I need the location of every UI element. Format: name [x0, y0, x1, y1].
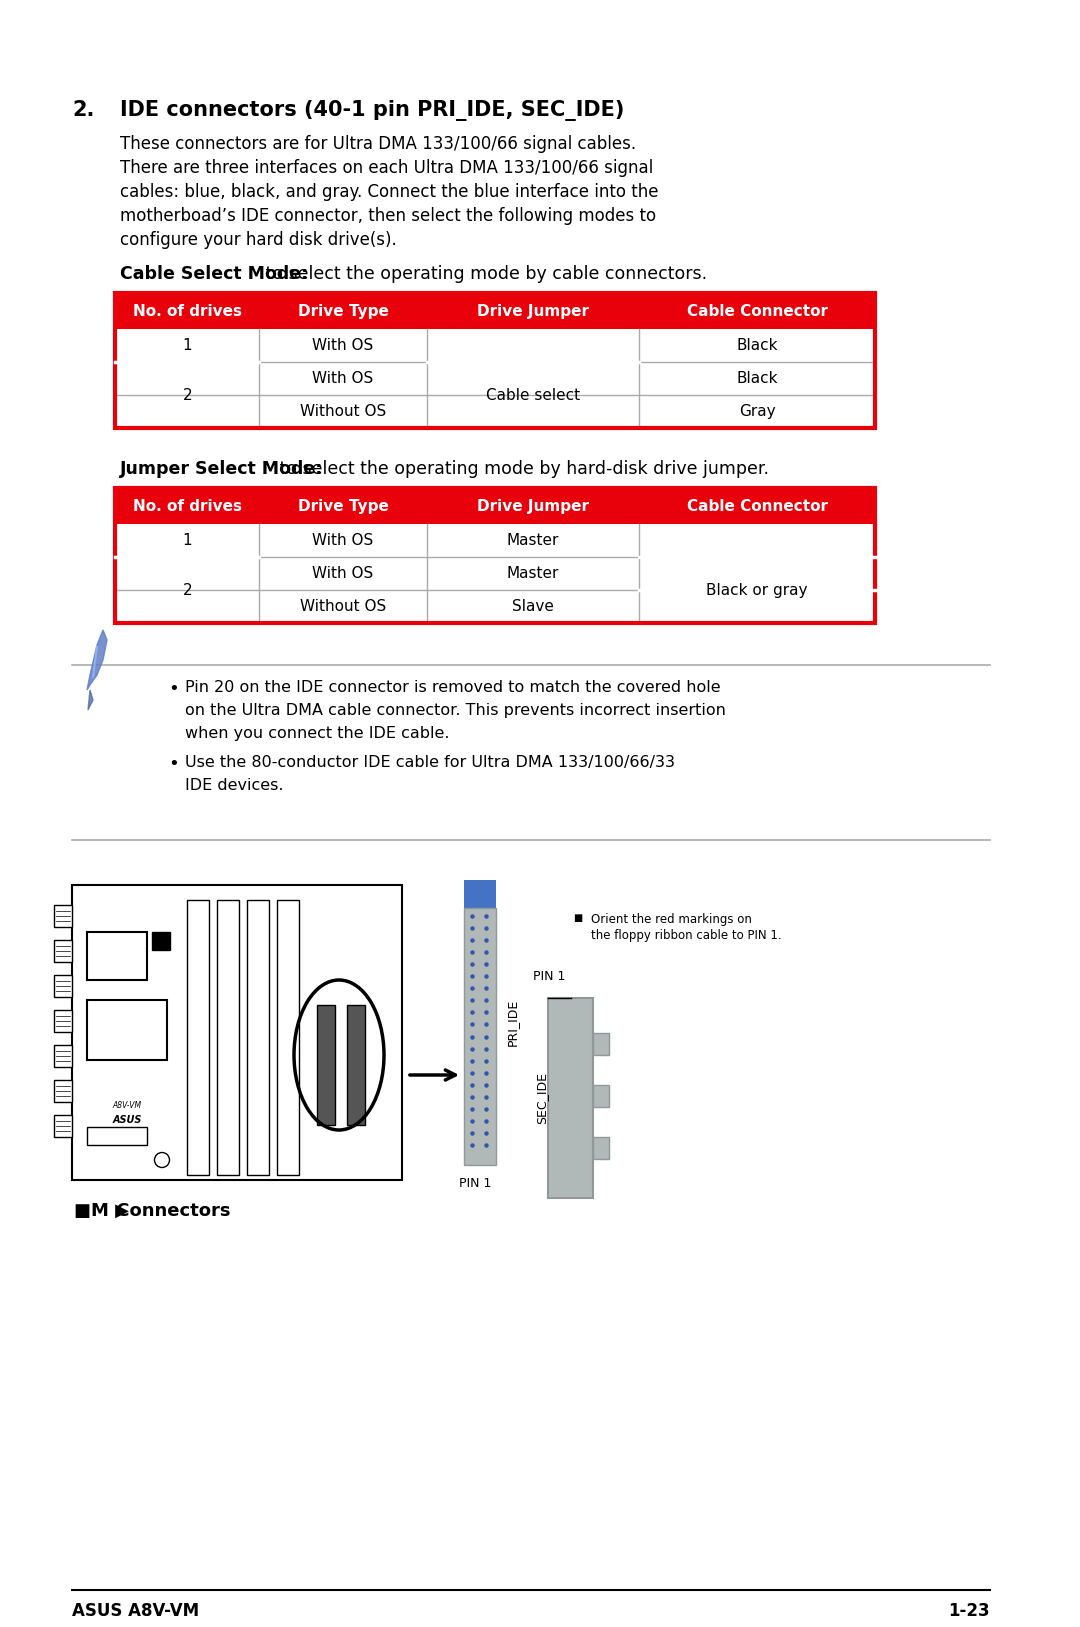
- Bar: [114, 524, 875, 556]
- Text: Connectors: Connectors: [110, 1202, 230, 1220]
- Text: 2.: 2.: [72, 99, 94, 120]
- Bar: [54, 905, 72, 927]
- Bar: [593, 1137, 609, 1158]
- Bar: [593, 1033, 609, 1054]
- Text: Pin 20 on the IDE connector is removed to match the covered hole: Pin 20 on the IDE connector is removed t…: [185, 680, 720, 695]
- Text: the floppy ribbon cable to PIN 1.: the floppy ribbon cable to PIN 1.: [591, 929, 782, 942]
- Text: No. of drives: No. of drives: [133, 304, 242, 319]
- Text: Jumper Select Mode:: Jumper Select Mode:: [120, 460, 323, 478]
- Bar: [114, 329, 875, 361]
- Text: ASUS: ASUS: [112, 1114, 141, 1124]
- Text: Master: Master: [507, 534, 559, 548]
- Text: Cable select: Cable select: [486, 387, 580, 402]
- Text: A8V-VM: A8V-VM: [112, 1100, 141, 1110]
- Text: Black: Black: [737, 338, 778, 353]
- Bar: [114, 488, 875, 524]
- Text: Gray: Gray: [739, 403, 775, 420]
- Ellipse shape: [154, 1152, 170, 1168]
- Text: SEC_IDE: SEC_IDE: [535, 1072, 548, 1124]
- Text: Slave: Slave: [512, 599, 554, 613]
- Bar: [114, 293, 875, 428]
- Text: to select the operating mode by cable connectors.: to select the operating mode by cable co…: [260, 265, 707, 283]
- Polygon shape: [87, 630, 107, 690]
- Text: IDE devices.: IDE devices.: [185, 778, 283, 792]
- Text: Black: Black: [737, 371, 778, 386]
- Bar: [114, 591, 875, 623]
- Text: 1: 1: [183, 338, 192, 353]
- Bar: [464, 908, 496, 1165]
- Text: to select the operating mode by hard-disk drive jumper.: to select the operating mode by hard-dis…: [274, 460, 769, 478]
- Bar: [548, 997, 593, 1197]
- Text: With OS: With OS: [312, 534, 374, 548]
- Text: There are three interfaces on each Ultra DMA 133/100/66 signal: There are three interfaces on each Ultra…: [120, 159, 653, 177]
- Bar: [54, 1080, 72, 1101]
- Text: ASUS A8V-VM: ASUS A8V-VM: [72, 1603, 199, 1620]
- Bar: [54, 1010, 72, 1032]
- Bar: [276, 900, 299, 1175]
- Polygon shape: [87, 690, 93, 709]
- Text: cables: blue, black, and gray. Connect the blue interface into the: cables: blue, black, and gray. Connect t…: [120, 182, 659, 202]
- Text: on the Ultra DMA cable connector. This prevents incorrect insertion: on the Ultra DMA cable connector. This p…: [185, 703, 726, 718]
- Text: No. of drives: No. of drives: [133, 498, 242, 514]
- Text: Master: Master: [507, 566, 559, 581]
- Text: Cable Select Mode: to select the operating mode by cable connectors.: Cable Select Mode: to select the operati…: [120, 265, 735, 283]
- Bar: [114, 293, 875, 329]
- Bar: [152, 932, 170, 950]
- Bar: [114, 488, 875, 623]
- Text: With OS: With OS: [312, 338, 374, 353]
- Bar: [54, 1114, 72, 1137]
- Text: Drive Type: Drive Type: [298, 304, 389, 319]
- Bar: [217, 900, 239, 1175]
- Text: ■M ▶: ■M ▶: [75, 1202, 129, 1220]
- Bar: [187, 900, 210, 1175]
- Text: PIN 1: PIN 1: [534, 970, 565, 983]
- Text: when you connect the IDE cable.: when you connect the IDE cable.: [185, 726, 449, 740]
- Bar: [347, 1005, 365, 1124]
- Text: 1-23: 1-23: [948, 1603, 990, 1620]
- Text: Without OS: Without OS: [300, 403, 387, 420]
- Text: These connectors are for Ultra DMA 133/100/66 signal cables.: These connectors are for Ultra DMA 133/1…: [120, 135, 636, 153]
- Bar: [54, 1045, 72, 1067]
- Text: Without OS: Without OS: [300, 599, 387, 613]
- Text: •: •: [168, 755, 179, 773]
- Text: Drive Jumper: Drive Jumper: [477, 498, 589, 514]
- Text: Drive Type: Drive Type: [298, 498, 389, 514]
- Text: Cable Select Mode:: Cable Select Mode:: [120, 265, 308, 283]
- Bar: [87, 1001, 167, 1061]
- Text: configure your hard disk drive(s).: configure your hard disk drive(s).: [120, 231, 396, 249]
- Text: IDE connectors (40-1 pin PRI_IDE, SEC_IDE): IDE connectors (40-1 pin PRI_IDE, SEC_ID…: [120, 99, 624, 120]
- Text: motherboad’s IDE connector, then select the following modes to: motherboad’s IDE connector, then select …: [120, 207, 657, 225]
- Bar: [87, 1128, 147, 1145]
- Text: 1: 1: [183, 534, 192, 548]
- Bar: [54, 975, 72, 997]
- Bar: [114, 395, 875, 428]
- Text: 2: 2: [183, 387, 192, 402]
- Bar: [318, 1005, 335, 1124]
- Bar: [87, 932, 147, 979]
- Text: PIN 1: PIN 1: [459, 1176, 491, 1189]
- Text: With OS: With OS: [312, 566, 374, 581]
- Text: Drive Jumper: Drive Jumper: [477, 304, 589, 319]
- Text: PRI_IDE: PRI_IDE: [507, 999, 519, 1046]
- Text: Black or gray: Black or gray: [706, 582, 808, 597]
- Bar: [247, 900, 269, 1175]
- Text: 2: 2: [183, 582, 192, 597]
- Text: With OS: With OS: [312, 371, 374, 386]
- Bar: [114, 361, 875, 395]
- Text: Cable Connector: Cable Connector: [687, 498, 827, 514]
- Text: Orient the red markings on: Orient the red markings on: [591, 913, 752, 926]
- Text: Cable Connector: Cable Connector: [687, 304, 827, 319]
- Text: •: •: [168, 680, 179, 698]
- Text: Use the 80-conductor IDE cable for Ultra DMA 133/100/66/33: Use the 80-conductor IDE cable for Ultra…: [185, 755, 675, 770]
- Bar: [464, 880, 496, 908]
- Text: ■: ■: [573, 913, 582, 923]
- Bar: [593, 1085, 609, 1106]
- Bar: [72, 885, 402, 1180]
- Bar: [114, 556, 875, 591]
- Bar: [54, 940, 72, 962]
